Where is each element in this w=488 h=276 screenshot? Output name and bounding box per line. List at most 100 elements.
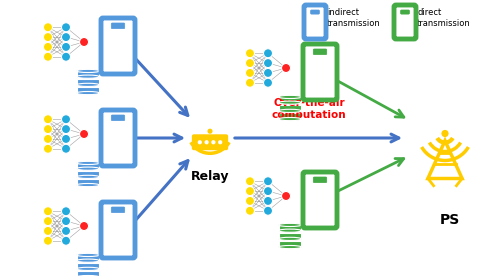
Circle shape — [204, 140, 209, 144]
FancyBboxPatch shape — [279, 113, 302, 119]
FancyBboxPatch shape — [310, 10, 320, 14]
Circle shape — [264, 206, 272, 215]
FancyBboxPatch shape — [279, 241, 302, 247]
FancyBboxPatch shape — [77, 79, 100, 85]
Circle shape — [43, 33, 53, 42]
Circle shape — [61, 23, 70, 32]
Circle shape — [245, 68, 254, 78]
Circle shape — [264, 59, 272, 68]
Circle shape — [61, 144, 70, 153]
Circle shape — [61, 236, 70, 245]
Ellipse shape — [77, 253, 100, 256]
Circle shape — [245, 197, 254, 205]
Circle shape — [61, 124, 70, 134]
Circle shape — [245, 177, 254, 186]
FancyBboxPatch shape — [77, 271, 100, 276]
Circle shape — [264, 187, 272, 196]
Ellipse shape — [77, 259, 100, 262]
FancyBboxPatch shape — [394, 5, 416, 39]
Ellipse shape — [77, 69, 100, 73]
Circle shape — [43, 226, 53, 235]
Text: Relay: Relay — [191, 170, 229, 183]
FancyBboxPatch shape — [77, 71, 100, 77]
FancyBboxPatch shape — [77, 179, 100, 185]
Text: Over-the-air
computation: Over-the-air computation — [272, 99, 346, 120]
Circle shape — [207, 129, 213, 134]
Ellipse shape — [77, 267, 100, 270]
FancyBboxPatch shape — [101, 18, 135, 74]
Ellipse shape — [77, 184, 100, 187]
FancyBboxPatch shape — [304, 5, 326, 39]
Circle shape — [218, 140, 223, 144]
Circle shape — [198, 140, 202, 144]
Ellipse shape — [77, 75, 100, 78]
Circle shape — [211, 140, 216, 144]
Circle shape — [61, 52, 70, 61]
Ellipse shape — [77, 83, 100, 86]
FancyBboxPatch shape — [111, 115, 125, 121]
Circle shape — [80, 38, 88, 47]
FancyBboxPatch shape — [77, 171, 100, 177]
Circle shape — [264, 68, 272, 78]
Circle shape — [245, 49, 254, 58]
FancyBboxPatch shape — [101, 110, 135, 166]
FancyBboxPatch shape — [77, 255, 100, 261]
Circle shape — [43, 43, 53, 51]
Ellipse shape — [77, 275, 100, 276]
Text: direct
transmission: direct transmission — [417, 8, 471, 28]
FancyBboxPatch shape — [77, 87, 100, 93]
FancyBboxPatch shape — [303, 172, 337, 228]
Circle shape — [61, 43, 70, 51]
Ellipse shape — [279, 237, 302, 240]
Circle shape — [442, 130, 448, 137]
FancyBboxPatch shape — [279, 105, 302, 111]
Circle shape — [43, 144, 53, 153]
Ellipse shape — [279, 109, 302, 112]
Circle shape — [61, 226, 70, 235]
FancyBboxPatch shape — [313, 49, 326, 55]
Circle shape — [61, 207, 70, 216]
FancyBboxPatch shape — [77, 163, 100, 169]
FancyBboxPatch shape — [101, 202, 135, 258]
Ellipse shape — [77, 175, 100, 179]
Ellipse shape — [77, 91, 100, 95]
Circle shape — [43, 134, 53, 144]
Circle shape — [245, 187, 254, 196]
FancyBboxPatch shape — [111, 23, 125, 29]
Ellipse shape — [279, 245, 302, 249]
Circle shape — [245, 206, 254, 215]
Ellipse shape — [279, 95, 302, 99]
Circle shape — [43, 236, 53, 245]
Circle shape — [43, 124, 53, 134]
FancyBboxPatch shape — [192, 134, 228, 150]
Text: PS: PS — [440, 213, 460, 227]
Text: indirect
transmission: indirect transmission — [327, 8, 381, 28]
Ellipse shape — [279, 223, 302, 227]
FancyBboxPatch shape — [401, 10, 409, 14]
Circle shape — [61, 115, 70, 124]
Circle shape — [43, 207, 53, 216]
Circle shape — [264, 78, 272, 87]
Circle shape — [282, 63, 290, 73]
FancyBboxPatch shape — [279, 225, 302, 231]
Ellipse shape — [77, 161, 100, 164]
Ellipse shape — [279, 101, 302, 104]
Circle shape — [43, 23, 53, 32]
FancyBboxPatch shape — [313, 177, 326, 183]
Circle shape — [282, 192, 290, 200]
FancyBboxPatch shape — [279, 97, 302, 103]
Circle shape — [245, 78, 254, 87]
Circle shape — [245, 59, 254, 68]
Ellipse shape — [279, 229, 302, 232]
Ellipse shape — [279, 118, 302, 121]
Circle shape — [264, 177, 272, 186]
Ellipse shape — [77, 167, 100, 170]
Circle shape — [43, 217, 53, 225]
FancyBboxPatch shape — [303, 44, 337, 100]
FancyBboxPatch shape — [111, 207, 125, 213]
FancyBboxPatch shape — [279, 233, 302, 239]
Circle shape — [80, 221, 88, 230]
Circle shape — [80, 129, 88, 139]
Circle shape — [43, 52, 53, 61]
Circle shape — [264, 197, 272, 205]
